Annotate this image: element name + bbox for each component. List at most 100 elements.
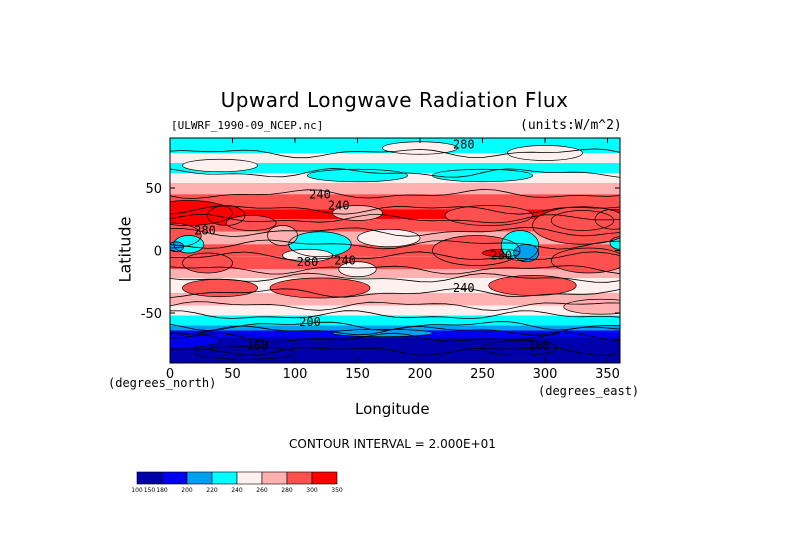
colorbar-swatch — [261, 471, 288, 485]
contour-line — [432, 168, 533, 183]
colorbar-label: 220 — [206, 487, 218, 494]
colorbar-label: 350 — [331, 487, 343, 494]
contour-line — [225, 215, 277, 231]
field-band — [170, 183, 620, 195]
y-units-label: (degrees_north) — [108, 376, 217, 390]
colorbar-label: 260 — [256, 487, 268, 494]
contour-label: 240 — [328, 199, 350, 213]
contour-line — [170, 265, 620, 275]
x-axis-label: Longitude — [355, 400, 430, 418]
field-patch — [182, 159, 258, 172]
colorbar-swatch — [161, 471, 188, 485]
contour-line — [444, 205, 533, 226]
field-patch — [488, 275, 577, 296]
field-patch — [270, 278, 370, 298]
contour-line — [170, 251, 620, 261]
colorbar-label: 300 — [306, 487, 318, 494]
contour-line — [170, 332, 620, 343]
contour-line — [170, 227, 620, 238]
contour-line — [609, 236, 620, 250]
axes: 0 50 100 150 200 250 300 350 50 0 -50 — [141, 138, 620, 382]
contour-label: 280 — [194, 224, 216, 238]
colorbar-swatch — [136, 471, 163, 485]
contour-line — [550, 247, 620, 274]
y-tick-label: 50 — [145, 182, 162, 197]
contour-line — [269, 277, 371, 299]
contour-line — [170, 239, 620, 250]
x-tick-label: 100 — [283, 367, 308, 382]
field-band — [170, 194, 620, 210]
colorbar-swatch — [211, 471, 238, 485]
contour-label: 280 — [490, 249, 512, 263]
contour-line — [170, 222, 202, 249]
y-tick-label: 0 — [154, 245, 162, 260]
contour-line — [170, 148, 620, 159]
contour-label: 280 — [297, 255, 319, 269]
contour-line — [482, 248, 521, 258]
contour-line — [432, 235, 521, 266]
field-patch — [482, 340, 558, 356]
contour-label: 160 — [528, 339, 550, 353]
contour-line — [170, 214, 620, 224]
contour-line — [482, 340, 558, 356]
colorbar-label: 280 — [281, 487, 293, 494]
contour-line — [170, 188, 620, 199]
contour-line — [182, 278, 258, 298]
field-band — [170, 305, 620, 316]
colorbar-swatch — [236, 471, 263, 485]
contour-interval-text: CONTOUR INTERVAL = 2.000E+01 — [289, 437, 496, 451]
field-patch — [338, 261, 377, 277]
contour-line — [170, 346, 620, 356]
contour-line — [170, 310, 620, 320]
field-patch — [226, 215, 277, 231]
x-tick-label: 300 — [533, 367, 558, 382]
contour-label: 240 — [453, 281, 475, 295]
colorbar-label: 100 — [131, 487, 143, 494]
field-patch — [170, 333, 220, 348]
colorbar-swatch — [186, 471, 213, 485]
contour-line — [182, 252, 233, 274]
colorbar: 100 150 180 200 220 240 260 280 300 350 — [131, 471, 343, 494]
field-band — [170, 163, 620, 173]
contour-line — [513, 243, 540, 263]
contour-line — [488, 275, 577, 296]
colorbar-label: 240 — [231, 487, 243, 494]
contour-line — [357, 228, 421, 248]
contour-label: 200 — [299, 315, 321, 329]
contour-line — [594, 208, 620, 230]
contour-line — [170, 287, 620, 298]
contour-line — [332, 205, 383, 221]
field-band — [170, 269, 620, 278]
field-band — [170, 153, 620, 163]
contour-line — [282, 248, 333, 263]
x-units-label: (degrees_east) — [538, 384, 640, 398]
contour-line — [338, 261, 377, 278]
colorbar-swatch — [286, 471, 313, 485]
contour-line — [267, 225, 298, 246]
contour-line — [307, 168, 408, 183]
contour-line — [532, 206, 620, 245]
x-tick-label: 250 — [470, 367, 495, 382]
contour-line — [170, 205, 620, 215]
x-tick-label: 350 — [595, 367, 620, 382]
y-axis-label: Latitude — [115, 216, 135, 283]
contour-line — [507, 145, 583, 161]
contour-line — [563, 298, 620, 315]
y-tick-label: -50 — [141, 307, 162, 322]
contour-label: 280 — [453, 137, 475, 151]
field-patch — [195, 346, 295, 360]
x-tick-label: 200 — [408, 367, 433, 382]
x-tick-label: 0 — [166, 367, 174, 382]
contour-label: 240 — [309, 187, 331, 201]
contour-line — [170, 301, 620, 311]
field-band — [170, 315, 620, 326]
contour-line — [170, 167, 620, 178]
file-label: [ULWRF_1990-09_NCEP.nc] — [171, 119, 324, 132]
contour-line — [194, 346, 296, 360]
contour-line — [170, 325, 620, 336]
colorbar-label: 150 — [144, 487, 156, 494]
contour-line — [173, 235, 205, 254]
x-tick-label: 150 — [345, 367, 370, 382]
field-band — [170, 209, 620, 220]
contour-line — [550, 210, 615, 231]
